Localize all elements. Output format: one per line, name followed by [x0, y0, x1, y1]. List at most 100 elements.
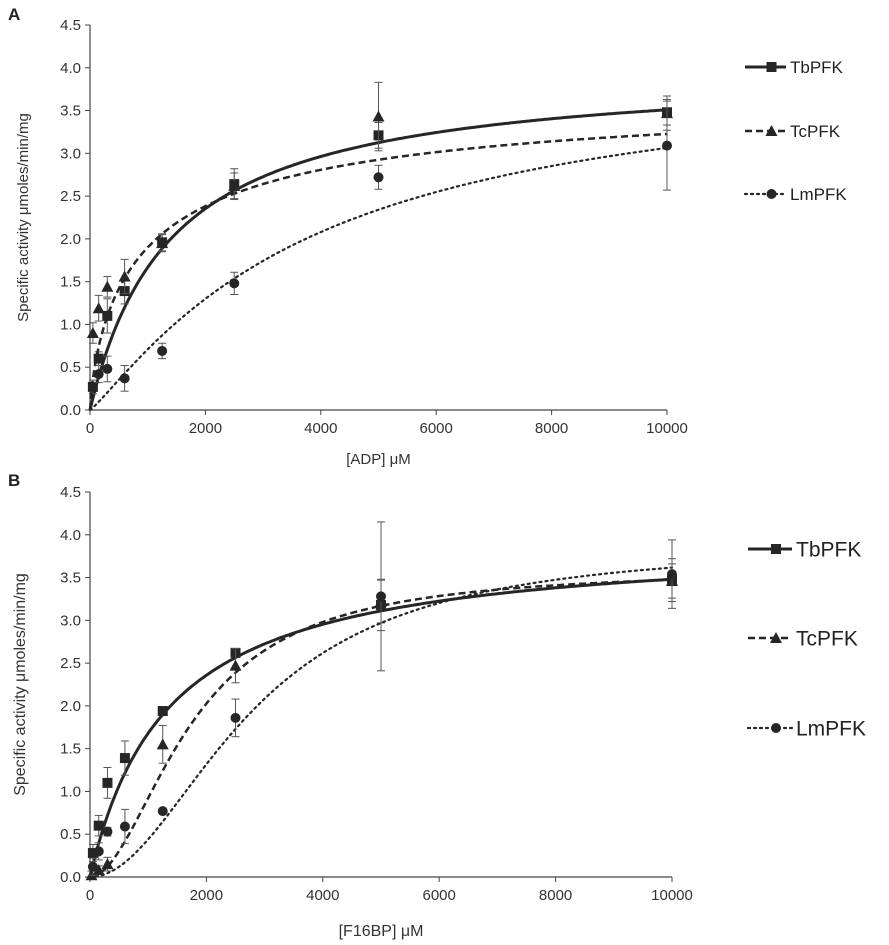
data-point: [230, 712, 241, 723]
legend-label: TbPFK: [796, 539, 861, 562]
panel-label: B: [8, 471, 20, 490]
legend-marker: [771, 544, 781, 554]
legend-entry-lmpfk: LmPFK: [746, 718, 866, 741]
y-tick-label: 3.0: [60, 145, 81, 162]
x-tick-label: 4000: [304, 420, 337, 437]
data-point: [87, 848, 98, 859]
data-point: [93, 846, 104, 857]
y-tick-label: 4.5: [60, 17, 81, 34]
x-tick-label: 6000: [420, 420, 453, 437]
y-tick-label: 4.0: [60, 527, 81, 544]
data-point: [87, 861, 98, 872]
legend-marker: [771, 723, 781, 733]
data-point: [667, 569, 677, 580]
y-tick-label: 1.0: [60, 783, 81, 800]
y-tick-label: 4.5: [60, 484, 81, 501]
x-axis-label: [ADP] μM: [346, 451, 410, 468]
y-axis-label: Specific activity μmoles/min/mg: [12, 573, 29, 796]
data-point: [92, 302, 105, 314]
data-point: [101, 280, 114, 292]
data-point: [86, 327, 99, 338]
fit-curve-lmpfk: [88, 566, 674, 879]
data-point: [662, 140, 672, 151]
data-point: [101, 858, 114, 870]
data-point: [157, 806, 168, 817]
y-tick-label: 1.5: [60, 274, 81, 291]
y-tick-label: 0.5: [60, 826, 81, 843]
legend-label: TcPFK: [790, 122, 841, 141]
legend-entry-tcpfk: TcPFK: [748, 628, 858, 651]
x-axis-label: [F16BP] μM: [339, 923, 424, 940]
legend-label: TbPFK: [790, 58, 844, 77]
data-point: [156, 237, 169, 249]
data-point: [229, 659, 242, 671]
panel-label: A: [8, 5, 20, 24]
y-tick-label: 0.5: [60, 359, 81, 376]
legend-marker: [765, 125, 778, 136]
x-tick-label: 2000: [189, 420, 222, 437]
data-point: [156, 738, 169, 750]
data-point: [118, 270, 131, 282]
y-tick-label: 4.0: [60, 60, 81, 77]
y-tick-label: 0.0: [60, 869, 81, 886]
legend-marker: [766, 62, 777, 72]
data-point: [93, 820, 104, 831]
fit-curve-tbpfk: [88, 108, 668, 411]
legend-entry-tbpfk: TbPFK: [745, 58, 844, 77]
data-point: [157, 345, 168, 356]
data-point: [102, 363, 113, 374]
y-tick-label: 3.0: [60, 612, 81, 629]
data-point: [102, 826, 113, 837]
chart-panel-b: B 0.0 0.5 1.0 1.5 2.0 2.5 3.0 3.5 4.0 4.5 0 2000 4000…: [8, 471, 866, 940]
x-tick-label: 8000: [539, 887, 572, 904]
data-point: [102, 777, 113, 788]
x-tick-label: 4000: [306, 887, 339, 904]
y-axis-label: Specific activity μmoles/min/mg: [15, 113, 32, 322]
data-point: [228, 179, 241, 191]
data-point: [102, 310, 113, 321]
series-tbpfk: [87, 98, 672, 411]
x-tick-label: 0: [86, 887, 94, 904]
fit-curve-lmpfk: [88, 146, 669, 412]
x-tick-label: 8000: [535, 420, 568, 437]
y-tick-label: 2.0: [60, 231, 81, 248]
data-point: [92, 864, 105, 876]
x-tick-label: 10000: [651, 887, 693, 904]
y-tick-label: 3.5: [60, 103, 81, 120]
y-tick-label: 2.5: [60, 655, 81, 672]
x-tick-label: 0: [86, 420, 94, 437]
x-tick-label: 6000: [423, 887, 456, 904]
legend-label: TcPFK: [796, 628, 858, 651]
legend-label: LmPFK: [796, 718, 866, 741]
legend-label: LmPFK: [790, 185, 847, 204]
y-tick-label: 2.0: [60, 698, 81, 715]
legend-entry-lmpfk: LmPFK: [743, 185, 847, 204]
chart-panel-a: A 0.0 0.5 1.0 1.5 2.0 2.5 3.0 3.5 4.0 4.5 0 2000 4000…: [8, 5, 847, 468]
data-point: [376, 591, 386, 602]
y-tick-label: 3.5: [60, 570, 81, 587]
legend-marker: [770, 632, 782, 643]
data-point: [93, 369, 104, 380]
legend-marker: [766, 189, 777, 199]
x-tick-label: 10000: [646, 420, 688, 437]
fit-curve-tcpfk: [89, 578, 673, 879]
data-point: [372, 110, 385, 122]
data-point: [119, 373, 130, 384]
legend-entry-tbpfk: TbPFK: [748, 539, 861, 562]
data-point: [119, 753, 130, 764]
y-tick-label: 0.0: [60, 402, 81, 419]
data-point: [229, 278, 240, 289]
data-point: [93, 353, 104, 364]
y-tick-label: 1.0: [60, 316, 81, 333]
x-tick-label: 2000: [190, 887, 223, 904]
y-tick-label: 2.5: [60, 188, 81, 205]
data-point: [119, 821, 130, 832]
y-tick-label: 1.5: [60, 741, 81, 758]
series-lmpfk: [87, 521, 677, 879]
data-point: [373, 172, 384, 183]
legend-entry-tcpfk: TcPFK: [745, 122, 841, 141]
fit-curve-tcpfk: [88, 132, 668, 411]
series-lmpfk: [88, 100, 672, 412]
data-point: [157, 706, 168, 717]
